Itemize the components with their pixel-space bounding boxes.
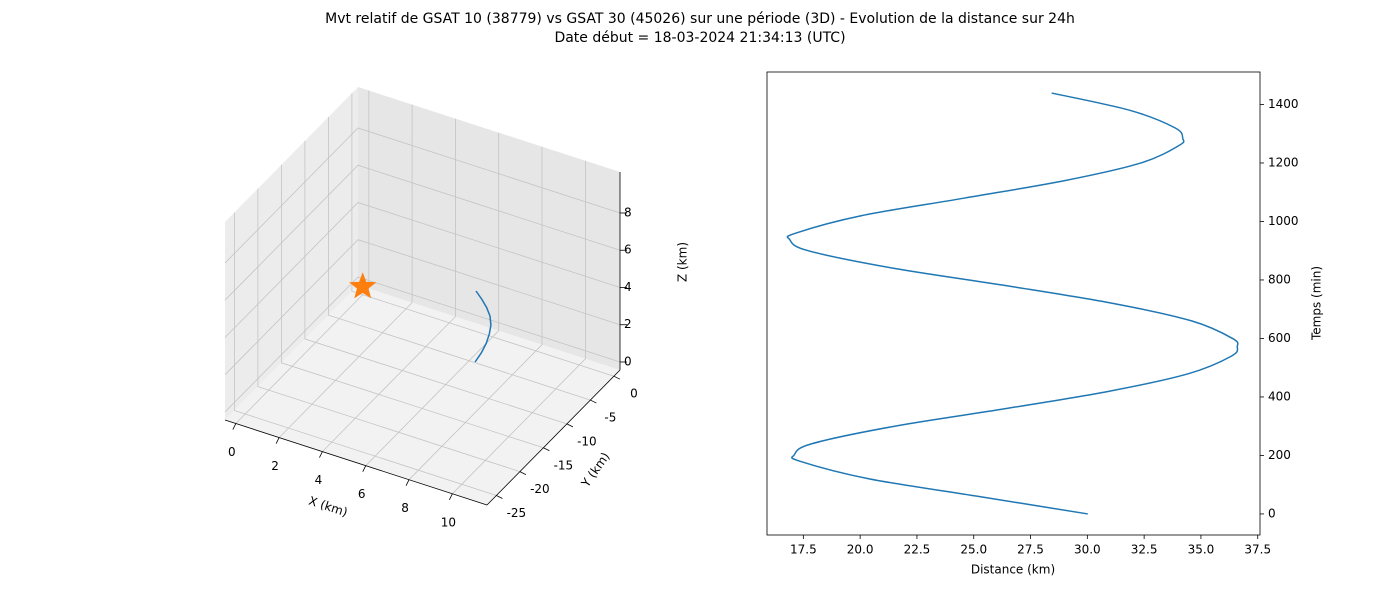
y-tick	[590, 399, 597, 404]
x-tick-label: 30.0	[1074, 543, 1101, 557]
pane-back	[358, 87, 620, 370]
figure-subtitle: Date début = 18-03-2024 21:34:13 (UTC)	[554, 30, 845, 46]
grid-line	[224, 164, 621, 301]
x-tick-label: 37.5	[1244, 543, 1271, 557]
z-tick-label: 4	[624, 280, 632, 294]
y-tick-label: -10	[577, 434, 597, 448]
x-tick-label: 27.5	[1017, 543, 1044, 557]
x-tick-label: 35.0	[1188, 543, 1215, 557]
y-tick-label: -5	[604, 411, 616, 425]
y-axis-label: Temps (min)	[1310, 266, 1324, 341]
x-tick-label: 25.0	[960, 543, 987, 557]
x-axis-label: Distance (km)	[971, 563, 1055, 577]
y-tick-label: 1000	[1268, 214, 1299, 228]
grid-line	[224, 276, 621, 413]
x-tick	[232, 423, 237, 430]
grid-line	[224, 239, 621, 375]
x-tick-label: 32.5	[1131, 543, 1158, 557]
x-tick-label: 17.5	[790, 543, 817, 557]
grid-line	[365, 132, 500, 466]
x-tick-label: 2	[271, 459, 279, 473]
z-tick-label: 6	[624, 243, 632, 257]
x-tick	[275, 437, 280, 444]
grid-line	[281, 164, 544, 449]
y-tick	[613, 375, 621, 380]
x-tick-label: 22.5	[904, 543, 931, 557]
y-tick-label: 600	[1268, 331, 1291, 345]
axes-frame	[766, 71, 1261, 536]
figure-title: Mvt relatif de GSAT 10 (38779) vs GSAT 3…	[325, 11, 1075, 27]
y-tick	[519, 471, 527, 475]
distance-line	[786, 92, 1239, 515]
x-tick-label: 0	[228, 445, 236, 459]
grid-line	[328, 117, 591, 401]
y-tick-label: 200	[1268, 448, 1291, 462]
x-tick	[319, 451, 323, 458]
x-tick-label: 8	[401, 501, 409, 515]
x-axis-line	[224, 419, 488, 506]
x-tick-label: 10	[441, 515, 456, 529]
grid-line	[304, 140, 568, 425]
y-tick-label: 800	[1268, 272, 1291, 286]
grid-line	[224, 127, 621, 264]
y-tick	[543, 447, 550, 452]
grid-line	[452, 160, 586, 495]
star-marker	[349, 272, 377, 299]
x-tick-label: 4	[315, 473, 323, 487]
y-tick	[566, 423, 574, 428]
z-axis-label: Z (km)	[676, 242, 690, 282]
y-tick	[496, 495, 503, 499]
grid-line	[322, 118, 456, 452]
grid-line	[234, 212, 497, 496]
grid-line	[278, 104, 413, 438]
z-tick-label: 8	[624, 205, 632, 219]
y-tick-label: -20	[530, 482, 550, 496]
trajectory-line	[474, 290, 492, 363]
grid-line	[408, 146, 543, 480]
x-tick	[405, 479, 410, 486]
grid-line	[224, 202, 621, 338]
x-tick-label: 20.0	[847, 543, 874, 557]
grid-line	[351, 93, 615, 377]
y-tick-label: 1400	[1268, 97, 1299, 111]
z-tick-label: 2	[624, 317, 632, 331]
grid-line	[235, 90, 370, 424]
z-tick-label: 0	[624, 354, 632, 368]
y-axis-line	[486, 369, 621, 506]
x-tick	[448, 493, 453, 500]
grid-line	[257, 188, 521, 472]
x-tick	[362, 465, 367, 472]
y-tick-label: 1200	[1268, 155, 1299, 169]
y-tick-label: 400	[1268, 389, 1291, 403]
x-tick-label: 6	[358, 487, 366, 501]
y-tick-label: -25	[507, 506, 527, 520]
y-tick-label: 0	[1268, 506, 1276, 520]
y-tick-label: 0	[630, 387, 638, 401]
y-tick-label: -15	[554, 458, 574, 472]
